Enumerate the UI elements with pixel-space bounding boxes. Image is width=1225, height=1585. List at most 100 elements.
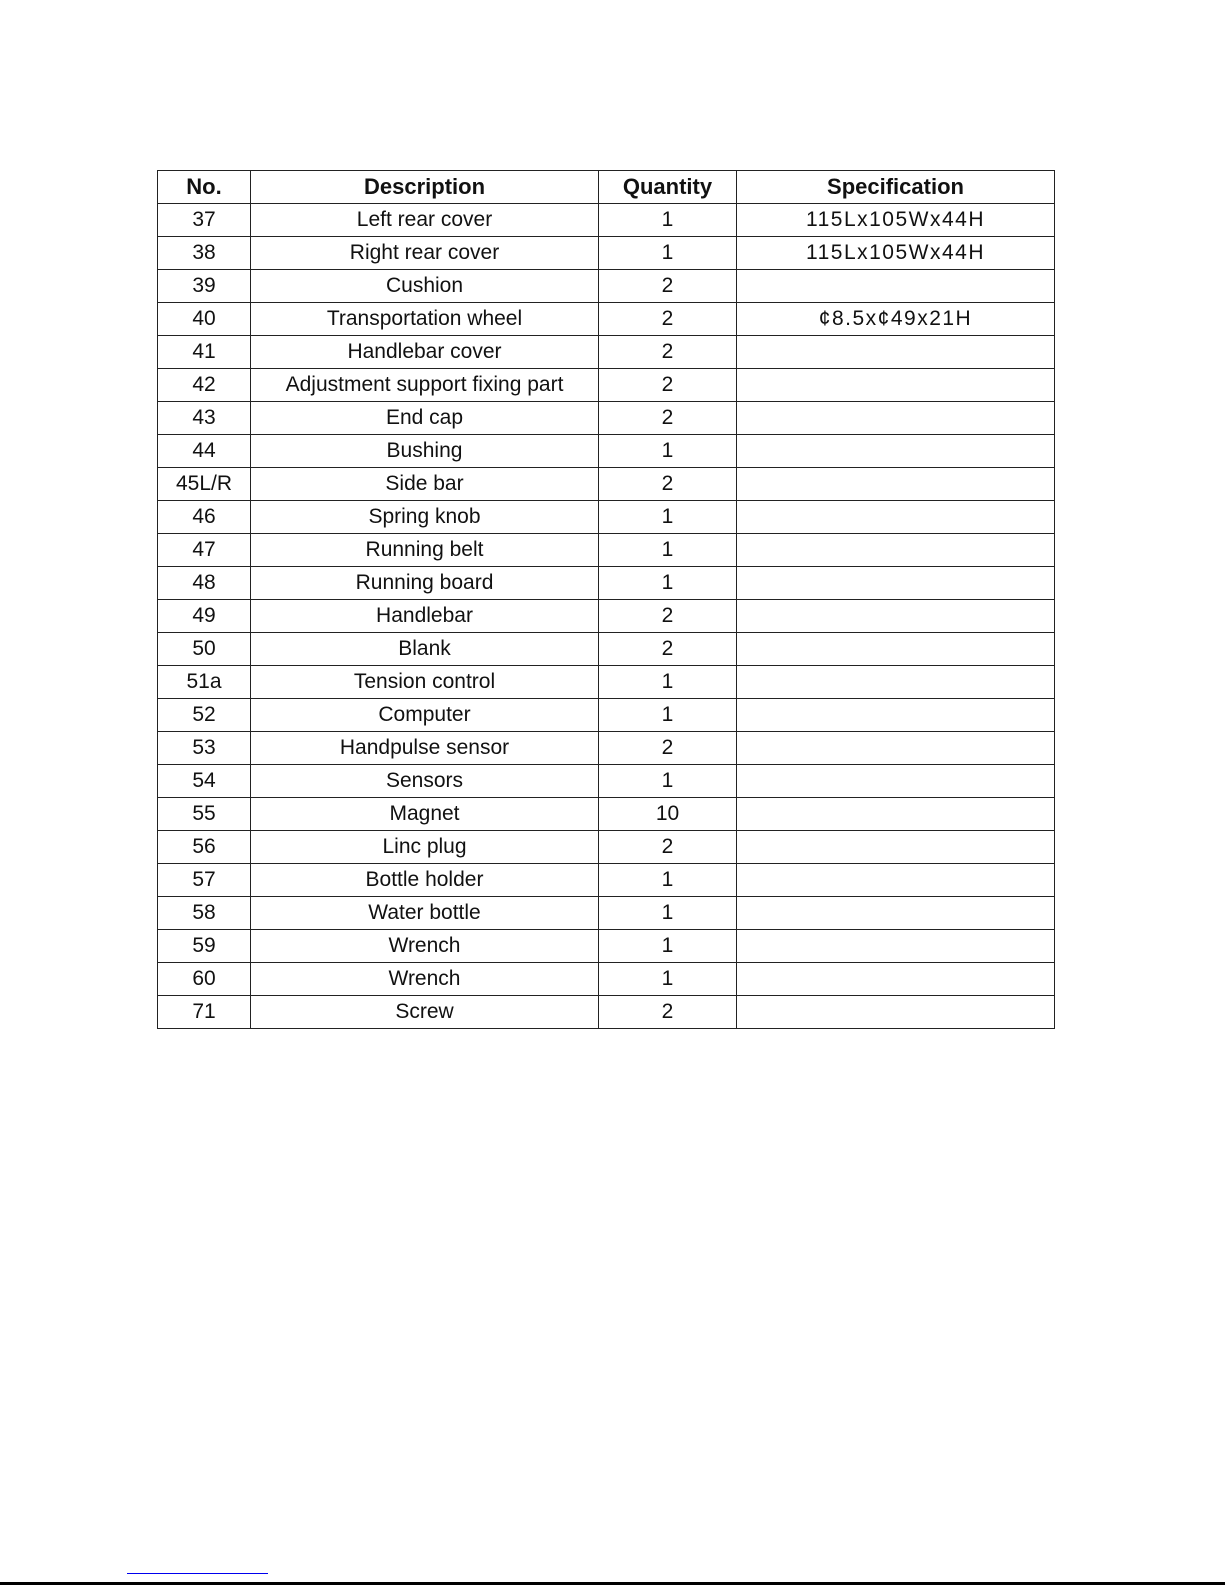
table-row: 40 Transportation wheel 2 ¢8.5x¢49x21H xyxy=(157,302,1055,336)
cell-no: 52 xyxy=(157,698,251,732)
cell-no: 54 xyxy=(157,764,251,798)
cell-description: Bottle holder xyxy=(250,863,599,897)
cell-no: 40 xyxy=(157,302,251,336)
table-row: 44 Bushing 1 xyxy=(157,434,1055,468)
table-row: 37 Left rear cover 1 115Lx105Wx44H xyxy=(157,203,1055,237)
table-row: 53 Handpulse sensor 2 xyxy=(157,731,1055,765)
header-quantity: Quantity xyxy=(598,170,737,204)
cell-quantity: 2 xyxy=(598,467,737,501)
cell-no: 48 xyxy=(157,566,251,600)
table-row: 60 Wrench 1 xyxy=(157,962,1055,996)
link-underline[interactable] xyxy=(127,1573,268,1574)
page-bottom-rule xyxy=(0,1582,1225,1585)
cell-description: Wrench xyxy=(250,962,599,996)
cell-description: Screw xyxy=(250,995,599,1029)
table-row: 50 Blank 2 xyxy=(157,632,1055,666)
cell-quantity: 1 xyxy=(598,764,737,798)
cell-quantity: 1 xyxy=(598,434,737,468)
cell-quantity: 10 xyxy=(598,797,737,831)
cell-specification xyxy=(736,929,1055,963)
cell-description: Left rear cover xyxy=(250,203,599,237)
cell-no: 41 xyxy=(157,335,251,369)
cell-quantity: 2 xyxy=(598,335,737,369)
cell-quantity: 1 xyxy=(598,863,737,897)
cell-description: Handlebar cover xyxy=(250,335,599,369)
cell-specification xyxy=(736,467,1055,501)
table-row: 71 Screw 2 xyxy=(157,995,1055,1029)
cell-specification xyxy=(736,863,1055,897)
cell-quantity: 2 xyxy=(598,302,737,336)
cell-description: Water bottle xyxy=(250,896,599,930)
cell-specification xyxy=(736,335,1055,369)
cell-description: End cap xyxy=(250,401,599,435)
cell-description: Sensors xyxy=(250,764,599,798)
cell-no: 51a xyxy=(157,665,251,699)
cell-no: 71 xyxy=(157,995,251,1029)
cell-description: Wrench xyxy=(250,929,599,963)
cell-specification xyxy=(736,995,1055,1029)
cell-specification xyxy=(736,665,1055,699)
table-row: 47 Running belt 1 xyxy=(157,533,1055,567)
cell-quantity: 1 xyxy=(598,203,737,237)
cell-no: 55 xyxy=(157,797,251,831)
cell-quantity: 2 xyxy=(598,368,737,402)
table-row: 51a Tension control 1 xyxy=(157,665,1055,699)
cell-specification xyxy=(736,632,1055,666)
cell-no: 53 xyxy=(157,731,251,765)
cell-quantity: 1 xyxy=(598,962,737,996)
cell-specification: 115Lx105Wx44H xyxy=(736,203,1055,237)
table-row: 52 Computer 1 xyxy=(157,698,1055,732)
table-row: 41 Handlebar cover 2 xyxy=(157,335,1055,369)
cell-quantity: 2 xyxy=(598,995,737,1029)
cell-description: Handpulse sensor xyxy=(250,731,599,765)
table-row: 42 Adjustment support fixing part 2 xyxy=(157,368,1055,402)
cell-quantity: 1 xyxy=(598,236,737,270)
cell-specification xyxy=(736,566,1055,600)
table-row: 56 Linc plug 2 xyxy=(157,830,1055,864)
cell-specification: 115Lx105Wx44H xyxy=(736,236,1055,270)
cell-quantity: 2 xyxy=(598,830,737,864)
table-row: 58 Water bottle 1 xyxy=(157,896,1055,930)
cell-description: Right rear cover xyxy=(250,236,599,270)
cell-specification xyxy=(736,830,1055,864)
parts-table: No. Description Quantity Specification 3… xyxy=(157,170,1055,1029)
cell-specification xyxy=(736,368,1055,402)
cell-quantity: 1 xyxy=(598,500,737,534)
cell-description: Side bar xyxy=(250,467,599,501)
table-row: 57 Bottle holder 1 xyxy=(157,863,1055,897)
cell-no: 50 xyxy=(157,632,251,666)
cell-description: Adjustment support fixing part xyxy=(250,368,599,402)
cell-description: Running belt xyxy=(250,533,599,567)
cell-description: Cushion xyxy=(250,269,599,303)
cell-specification xyxy=(736,698,1055,732)
cell-specification xyxy=(736,764,1055,798)
cell-no: 57 xyxy=(157,863,251,897)
cell-specification xyxy=(736,962,1055,996)
cell-quantity: 2 xyxy=(598,401,737,435)
table-row: 49 Handlebar 2 xyxy=(157,599,1055,633)
cell-no: 49 xyxy=(157,599,251,633)
cell-description: Running board xyxy=(250,566,599,600)
table-row: 54 Sensors 1 xyxy=(157,764,1055,798)
cell-quantity: 2 xyxy=(598,269,737,303)
table-row: 45L/R Side bar 2 xyxy=(157,467,1055,501)
cell-no: 59 xyxy=(157,929,251,963)
cell-specification xyxy=(736,731,1055,765)
cell-description: Linc plug xyxy=(250,830,599,864)
cell-quantity: 1 xyxy=(598,533,737,567)
cell-no: 58 xyxy=(157,896,251,930)
cell-specification xyxy=(736,533,1055,567)
header-specification: Specification xyxy=(736,170,1055,204)
cell-specification xyxy=(736,500,1055,534)
cell-no: 37 xyxy=(157,203,251,237)
cell-specification xyxy=(736,896,1055,930)
cell-quantity: 1 xyxy=(598,566,737,600)
table-row: 38 Right rear cover 1 115Lx105Wx44H xyxy=(157,236,1055,270)
cell-description: Blank xyxy=(250,632,599,666)
cell-no: 60 xyxy=(157,962,251,996)
table-row: 48 Running board 1 xyxy=(157,566,1055,600)
cell-quantity: 1 xyxy=(598,665,737,699)
cell-description: Magnet xyxy=(250,797,599,831)
cell-no: 47 xyxy=(157,533,251,567)
cell-no: 43 xyxy=(157,401,251,435)
